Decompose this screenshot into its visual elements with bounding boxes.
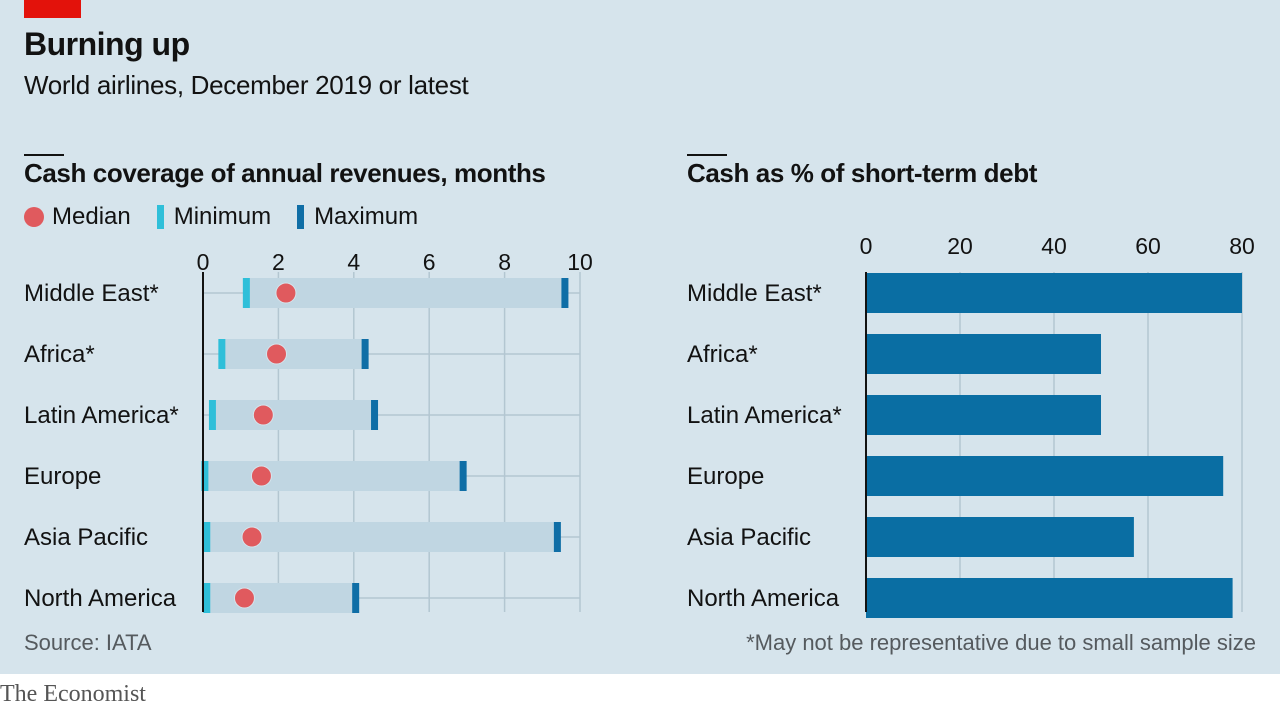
left-x-tick-label: 4 xyxy=(347,249,360,275)
median-dot-icon xyxy=(24,207,44,227)
left-category-label: Latin America* xyxy=(24,402,179,429)
chart-subtitle: World airlines, December 2019 or latest xyxy=(24,70,469,100)
left-category-label: Middle East* xyxy=(24,280,159,307)
right-panel-title: Cash as % of short-term debt xyxy=(687,158,1037,188)
bar xyxy=(866,456,1224,496)
source-note: Source: IATA xyxy=(24,630,152,655)
median-dot xyxy=(241,526,263,548)
bar xyxy=(866,517,1134,557)
maximum-marker xyxy=(371,400,379,430)
minimum-marker xyxy=(203,522,211,552)
left-category-label: Asia Pacific xyxy=(24,524,148,551)
maximum-marker xyxy=(553,522,561,552)
range-band xyxy=(212,400,375,430)
right-category-label: Africa* xyxy=(687,341,758,368)
left-x-tick-label: 10 xyxy=(567,249,593,275)
right-x-tick-label: 80 xyxy=(1229,233,1255,259)
median-dot xyxy=(275,282,297,304)
range-band xyxy=(204,461,464,491)
bar xyxy=(866,578,1233,618)
range-band xyxy=(206,522,558,552)
minimum-marker xyxy=(208,400,216,430)
right-category-label: North America xyxy=(687,585,840,612)
footnote: *May not be representative due to small … xyxy=(746,630,1256,655)
legend-median: Median xyxy=(24,203,131,231)
right-x-tick-label: 60 xyxy=(1135,233,1161,259)
minimum-marker xyxy=(203,583,211,613)
right-category-label: Europe xyxy=(687,463,764,490)
maximum-marker xyxy=(459,461,467,491)
maximum-tick-icon xyxy=(297,205,305,229)
bar xyxy=(866,395,1101,435)
right-panel-rule xyxy=(687,154,727,156)
chart-figure: Burning up World airlines, December 2019… xyxy=(0,0,1280,674)
maximum-marker xyxy=(352,583,360,613)
legend-minimum: Minimum xyxy=(156,203,272,231)
chart-title: Burning up xyxy=(24,26,190,62)
brand-red-tag xyxy=(24,0,81,18)
right-category-label: Asia Pacific xyxy=(687,524,811,551)
legend-maximum: Maximum xyxy=(297,203,418,231)
right-x-tick-label: 0 xyxy=(860,233,873,259)
maximum-marker xyxy=(561,278,569,308)
range-band xyxy=(206,583,356,613)
legend: Median Minimum Maximum xyxy=(24,203,444,231)
right-x-tick-label: 40 xyxy=(1041,233,1067,259)
bar xyxy=(866,273,1242,313)
maximum-marker xyxy=(361,339,369,369)
bar xyxy=(866,334,1101,374)
legend-minimum-label: Minimum xyxy=(173,203,272,230)
right-x-tick-label: 20 xyxy=(947,233,973,259)
minimum-tick-icon xyxy=(156,205,164,229)
range-band xyxy=(246,278,565,308)
legend-maximum-label: Maximum xyxy=(314,203,419,230)
median-dot xyxy=(233,587,255,609)
left-x-tick-label: 8 xyxy=(498,249,511,275)
legend-median-label: Median xyxy=(52,203,131,230)
left-panel-rule xyxy=(24,154,64,156)
chart-canvas: 0 2 4 6 8 10 Middle East* Africa* Latin America*… xyxy=(24,233,1255,618)
left-panel-title: Cash coverage of annual revenues, months xyxy=(24,158,546,188)
right-category-label: Middle East* xyxy=(687,280,822,307)
left-x-tick-label: 6 xyxy=(423,249,436,275)
left-x-tick-label: 0 xyxy=(197,249,210,275)
minimum-marker xyxy=(218,339,226,369)
minimum-marker xyxy=(201,461,209,491)
median-dot xyxy=(250,465,272,487)
median-dot xyxy=(266,343,288,365)
right-category-label: Latin America* xyxy=(687,402,842,429)
left-category-label: Africa* xyxy=(24,341,95,368)
range-band xyxy=(221,339,366,369)
brand-logo: The Economist xyxy=(0,681,146,707)
median-dot xyxy=(252,404,274,426)
minimum-marker xyxy=(242,278,250,308)
left-category-label: North America xyxy=(24,585,177,612)
left-x-tick-label: 2 xyxy=(272,249,285,275)
left-category-label: Europe xyxy=(24,463,101,490)
